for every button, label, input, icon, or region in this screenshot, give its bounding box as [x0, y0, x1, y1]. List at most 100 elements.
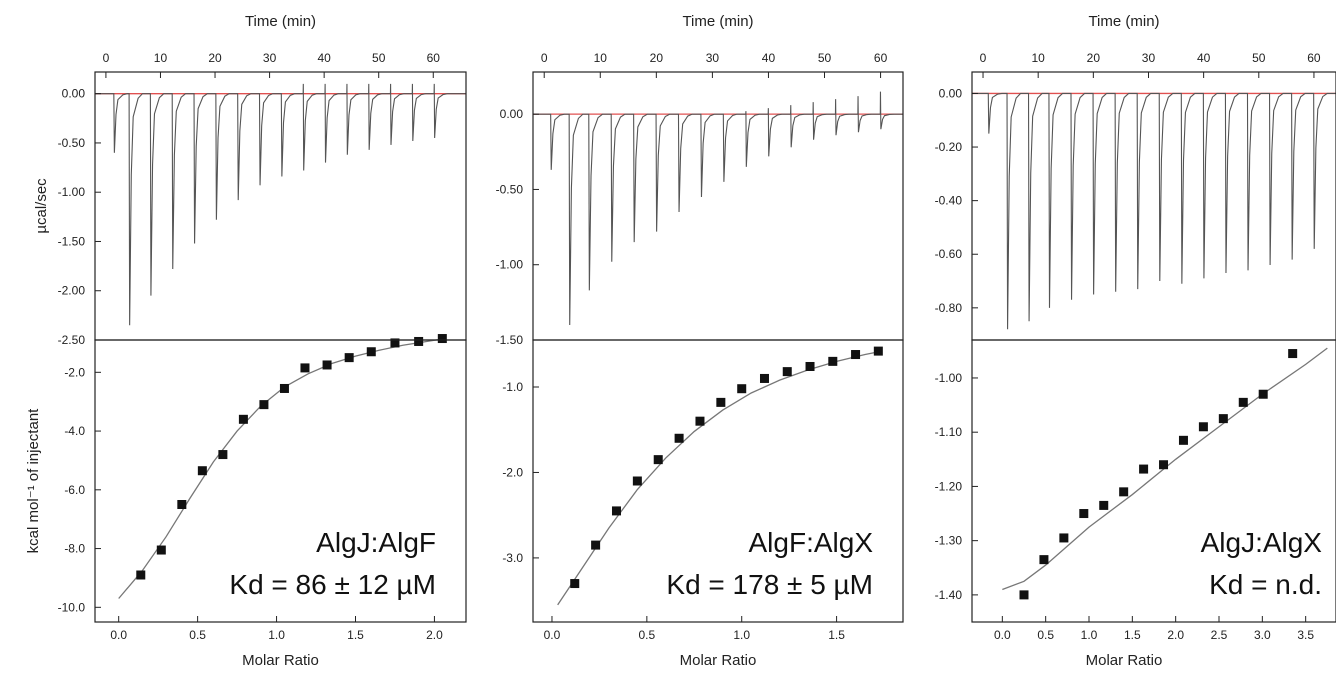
power-tick-label: -0.50 [496, 182, 524, 196]
time-tick-label: 10 [594, 51, 608, 65]
data-point [674, 433, 684, 443]
data-point [259, 400, 269, 410]
data-point [851, 350, 861, 360]
data-point [591, 540, 601, 550]
data-point [737, 384, 747, 394]
time-tick-label: 30 [1142, 51, 1156, 65]
panel-0: 0 10 20 30 40 50 60 0.00 -0.50 -1.00 -1.50 -2.00 -2.… [25, 13, 467, 669]
data-point [759, 373, 769, 383]
ratio-tick-label: 1.5 [828, 628, 845, 642]
data-point [1139, 464, 1149, 474]
panel-annotation-kd: Kd = 178 ± 5 µM [666, 569, 873, 600]
power-tick-label: 0.00 [939, 86, 963, 100]
heat-tick-label: -10.0 [58, 600, 86, 614]
time-tick-label: 50 [372, 51, 386, 65]
heat-tick-label: -3.0 [502, 551, 523, 565]
ratio-tick-label: 0.5 [1037, 628, 1054, 642]
data-point [873, 346, 883, 356]
data-point [1178, 435, 1188, 445]
panel-annotation-title: AlgF:AlgX [749, 527, 874, 558]
time-tick-label: 20 [208, 51, 222, 65]
heat-tick-label: -1.0 [502, 380, 523, 394]
ratio-tick-label: 2.0 [426, 628, 443, 642]
ratio-tick-label: 0.5 [639, 628, 656, 642]
time-tick-label: 60 [427, 51, 441, 65]
data-point [136, 570, 146, 580]
ratio-tick-label: 2.0 [1167, 628, 1184, 642]
time-tick-label: 20 [1087, 51, 1101, 65]
data-point [782, 367, 792, 377]
data-point [1019, 590, 1029, 600]
ratio-tick-label: 1.0 [733, 628, 750, 642]
time-axis-title: Time (min) [245, 13, 316, 30]
data-point [1119, 487, 1129, 497]
data-point [1039, 555, 1049, 565]
time-axis-title: Time (min) [682, 13, 753, 30]
power-tick-label: -0.60 [935, 247, 963, 261]
time-tick-label: 10 [1032, 51, 1046, 65]
time-tick-label: 10 [154, 51, 168, 65]
data-point [300, 363, 310, 373]
data-point [1218, 414, 1228, 424]
data-point [366, 347, 376, 357]
ratio-tick-label: 2.5 [1211, 628, 1228, 642]
time-tick-label: 0 [980, 51, 987, 65]
data-point [156, 545, 166, 555]
fit-curve [118, 337, 446, 599]
ratio-tick-label: 0.0 [544, 628, 561, 642]
data-point [1288, 349, 1298, 359]
data-point [390, 338, 400, 348]
heat-tick-label: -4.0 [64, 424, 85, 438]
heat-axis-title: kcal mol⁻¹ of injectant [25, 408, 42, 553]
heat-tick-label: -6.0 [64, 483, 85, 497]
top-frame [532, 71, 904, 341]
ratio-tick-label: 3.5 [1297, 628, 1314, 642]
time-tick-label: 50 [818, 51, 832, 65]
data-point [716, 397, 726, 407]
heat-tick-label: -1.40 [935, 588, 963, 602]
data-point [322, 360, 332, 370]
time-tick-label: 0 [541, 51, 548, 65]
power-tick-label: -0.50 [58, 136, 86, 150]
binding-isotherm-plot: 0.0 0.5 1.0 1.5 -1.0 -2.0 -3.0 Molar Ratio AlgF:… [502, 339, 904, 669]
time-tick-label: 20 [650, 51, 664, 65]
power-tick-label: -0.40 [935, 194, 963, 208]
heat-tick-label: -2.0 [502, 465, 523, 479]
ratio-axis-title: Molar Ratio [1086, 652, 1163, 669]
power-tick-label: -1.50 [496, 333, 524, 347]
ratio-axis-title: Molar Ratio [242, 652, 319, 669]
ratio-axis-title: Molar Ratio [680, 652, 757, 669]
thermogram-plot: 0 10 20 30 40 50 60 0.00 -0.20 -0.40 -0.60 -0.80 Tim… [935, 13, 1336, 341]
bottom-frame [94, 339, 467, 623]
time-tick-label: 60 [1307, 51, 1321, 65]
power-tick-label: -2.00 [58, 284, 86, 298]
data-point [611, 506, 621, 516]
data-point [1079, 509, 1089, 519]
data-point [218, 450, 228, 460]
bottom-frame [532, 339, 904, 623]
data-point [437, 334, 447, 344]
time-tick-label: 50 [1252, 51, 1266, 65]
heat-tick-label: -2.0 [64, 365, 85, 379]
power-tick-label: -1.00 [496, 258, 524, 272]
time-tick-label: 0 [103, 51, 110, 65]
power-tick-label: -0.80 [935, 301, 963, 315]
panel-2: 0 10 20 30 40 50 60 0.00 -0.20 -0.40 -0.60 -0.80 Tim… [935, 13, 1336, 669]
data-point [1258, 389, 1268, 399]
data-point [1198, 422, 1208, 432]
fit-curve [557, 350, 883, 606]
data-point [177, 500, 187, 509]
thermogram-plot: 0 10 20 30 40 50 60 0.00 -0.50 -1.00 -1.50 -2.00 -2.… [33, 13, 467, 347]
time-tick-label: 40 [762, 51, 776, 65]
data-point [1238, 397, 1248, 407]
ratio-tick-label: 1.5 [1124, 628, 1141, 642]
ratio-tick-label: 0.0 [994, 628, 1011, 642]
time-tick-label: 30 [706, 51, 720, 65]
data-point [238, 414, 248, 424]
power-tick-label: -2.50 [58, 333, 86, 347]
ratio-tick-label: 1.5 [347, 628, 364, 642]
data-point [1099, 500, 1109, 510]
power-axis-title: µcal/sec [33, 178, 50, 234]
heat-tick-label: -1.20 [935, 479, 963, 493]
